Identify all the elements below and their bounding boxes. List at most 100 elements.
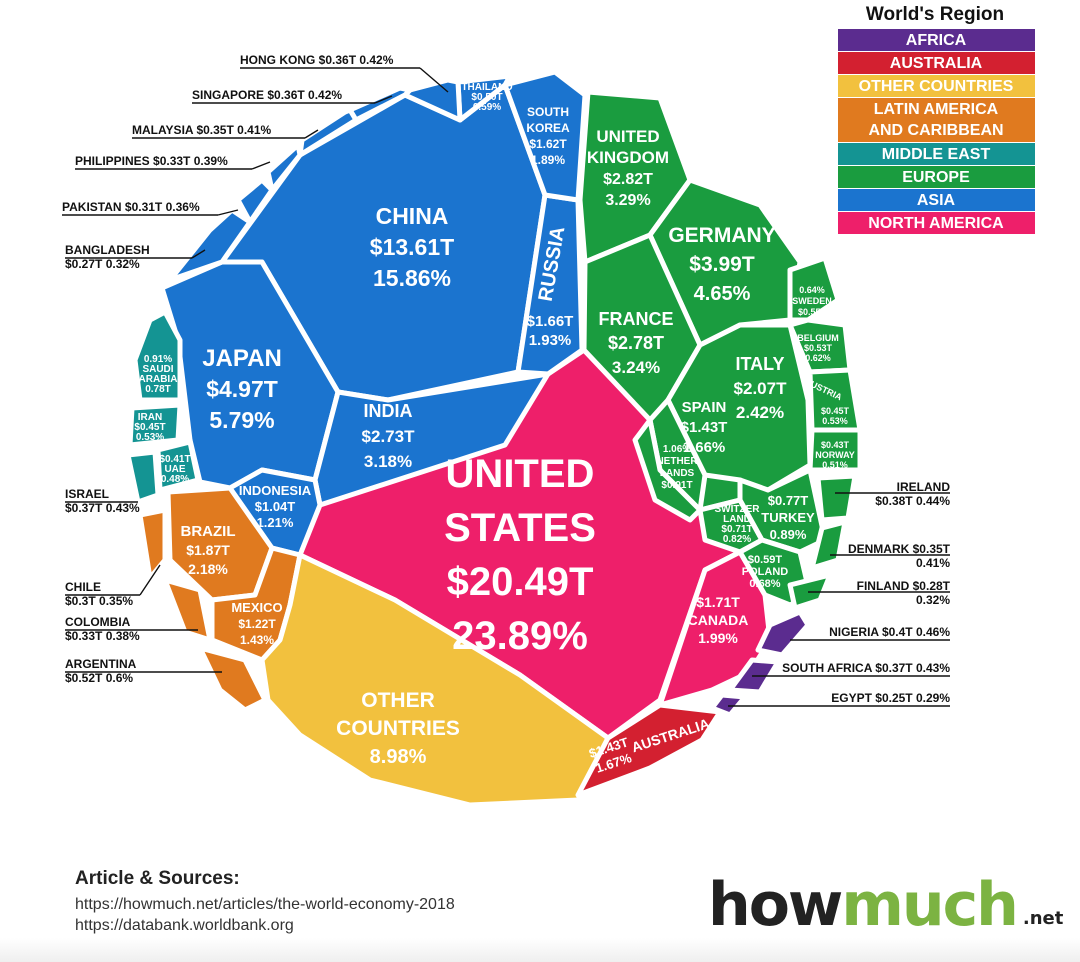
legend-label: EUROPE [902,169,970,186]
label-south-korea-line: SOUTH [527,105,569,119]
label-indonesia-line: 1.21% [257,515,294,530]
callout-pakistan-leader [217,209,239,216]
cell-colombia [162,577,213,643]
label-netherlands-line: 1.06% [663,444,691,455]
label-switzerland-line: 0.82% [723,534,751,545]
callout-chile-text: $0.3T 0.35% [65,594,133,608]
label-uk-line: KINGDOM [587,148,669,167]
cell-sweden [787,255,841,323]
source-link-databank[interactable]: https://databank.worldbank.org [75,917,294,934]
label-south-korea-line: $1.62T [529,137,567,151]
cell-egypt [709,692,748,718]
callout-egypt: EGYPT $0.25T 0.29% [728,691,950,707]
label-russia-value-line: $1.66T [527,313,574,330]
callout-pakistan: PAKISTAN $0.31T 0.36% [62,200,239,216]
label-other-countries-line: 8.98% [370,746,427,768]
label-uk-line: UNITED [596,127,659,146]
callout-ireland: IRELAND$0.38T 0.44% [835,480,950,508]
logo-part-net: .net [1022,908,1064,929]
callout-south-africa: SOUTH AFRICA $0.37T 0.43% [752,661,950,677]
cell-chile [137,507,168,581]
label-spain: SPAIN $1.43T 1.66% [681,399,728,456]
label-mexico-line: MEXICO [231,600,282,615]
label-canada-line: 1.99% [698,630,738,646]
callout-malaysia: MALAYSIA $0.35T 0.41% [132,123,319,139]
callout-hong-kong-text: HONG KONG $0.36T 0.42% [240,53,394,67]
callout-pakistan-text: PAKISTAN $0.31T 0.36% [62,200,200,214]
legend-swatch [838,29,1035,51]
label-uae-line: $0.41T [159,454,190,465]
callout-philippines-leader [251,161,271,170]
label-france: FRANCE $2.78T 3.24% [599,309,674,377]
legend-swatch [838,212,1035,234]
callout-argentina-text: ARGENTINA [65,657,137,671]
logo-part-how: how [708,870,843,940]
label-norway-line: 0.51% [822,460,848,470]
callout-colombia-text: $0.33T 0.38% [65,629,140,643]
label-thailand-line: 0.59% [473,102,501,113]
cell-uae [155,439,201,493]
callout-singapore-leader [374,95,393,104]
label-sweden: 0.64%SWEDEN$0.55T [792,285,832,317]
callout-hong-kong-leader [419,67,449,93]
label-mexico-line: $1.22T [238,617,276,631]
label-mexico: MEXICO $1.22T 1.43% [231,600,282,647]
label-india: INDIA $2.73T 3.18% [362,401,416,471]
callout-hong-kong: HONG KONG $0.36T 0.42% [240,53,449,93]
callout-bangladesh-text: BANGLADESH [65,243,150,257]
label-netherlands-line: LANDS [660,468,695,479]
label-belgium-line: 0.62% [805,353,831,363]
label-germany-line: GERMANY [668,224,775,247]
cell-israel [125,449,161,505]
label-france-line: FRANCE [599,309,674,329]
label-uk: UNITED KINGDOM $2.82T 3.29% [587,127,669,209]
label-netherlands-line: NETHER [656,456,698,467]
legend-title: World's Region [866,4,1004,25]
label-thailand-line: THAILAND [461,82,512,93]
label-saudi-arabia-line: 0.91% [144,354,172,365]
legend-label: NORTH AMERICA [868,215,1004,232]
label-turkey-line: TURKEY [761,510,815,525]
callout-chile-text: CHILE [65,580,101,594]
cell-argentina [197,645,268,713]
label-indonesia-line: $1.04T [255,499,296,514]
callout-philippines-text: PHILIPPINES $0.33T 0.39% [75,154,228,168]
label-mexico-line: 1.43% [240,633,274,647]
label-china-line: 15.86% [373,265,451,291]
label-poland-line: $0.59T [748,554,783,566]
label-saudi-arabia-line: SAUDI [142,364,173,375]
label-india-line: $2.73T [362,427,416,446]
callout-singapore-text: SINGAPORE $0.36T 0.42% [192,88,342,102]
source-link-article[interactable]: https://howmuch.net/articles/the-world-e… [75,896,455,913]
cell-turkey [737,467,828,555]
label-austria-value-line: $0.45T [821,406,850,416]
label-austria-value-line: 0.53% [822,416,848,426]
cell-norway [807,427,863,473]
label-saudi-arabia-line: ARABIA [139,374,178,385]
callout-colombia: COLOMBIA$0.33T 0.38% [65,615,198,643]
sources-title: Article & Sources: [75,868,240,889]
label-japan-line: $4.97T [206,376,278,402]
label-norway-line: $0.43T [821,440,850,450]
label-other-countries-line: OTHER [361,689,435,712]
callout-singapore: SINGAPORE $0.36T 0.42% [192,88,393,104]
label-canada-line: $1.71T [696,594,740,610]
callout-malaysia-leader [304,129,319,139]
label-japan: JAPAN $4.97T 5.79% [202,345,282,433]
callout-nigeria: NIGERIA $0.4T 0.46% [790,625,950,641]
callout-denmark-text: 0.41% [916,556,950,570]
legend-label: AUSTRALIA [890,55,983,72]
label-south-korea-line: KOREA [526,121,570,135]
legend-swatch [838,98,1035,142]
label-turkey-line: 0.89% [770,527,807,542]
legend-label: OTHER COUNTRIES [859,78,1014,95]
cell-philippines [265,142,303,193]
